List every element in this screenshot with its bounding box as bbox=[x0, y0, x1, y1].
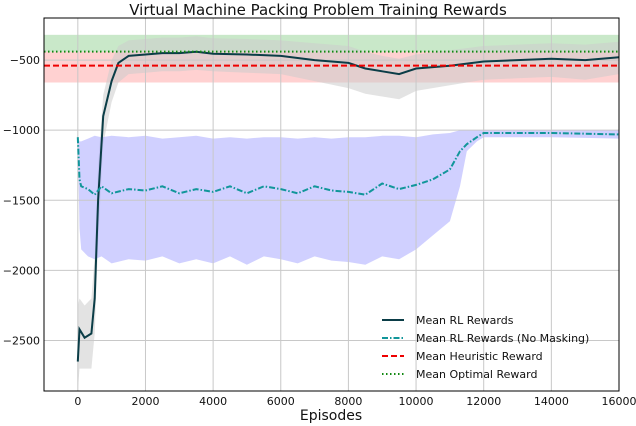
legend-label-3: Mean Optimal Reward bbox=[416, 368, 537, 381]
series-band-0 bbox=[77, 36, 620, 391]
y-tick-label: −2000 bbox=[3, 264, 40, 277]
x-axis-ticks: 0 2000 4000 6000 8000 10000 12000 14000 16000 bbox=[74, 395, 636, 408]
x-tick-label: 4000 bbox=[199, 395, 227, 408]
x-tick-label: 8000 bbox=[334, 395, 362, 408]
x-tick-label: 14000 bbox=[534, 395, 569, 408]
y-tick-label: −500 bbox=[10, 54, 40, 67]
x-axis-label: Episodes bbox=[300, 408, 362, 424]
series-line-1 bbox=[76, 132, 620, 197]
y-tick-label: −2500 bbox=[3, 335, 40, 348]
y-tick-label: −1000 bbox=[3, 124, 40, 137]
chart-title: Virtual Machine Packing Problem Training… bbox=[129, 1, 507, 19]
legend-label-2: Mean Heuristic Reward bbox=[416, 350, 543, 363]
series-lines bbox=[44, 50, 620, 362]
plot-area bbox=[44, 18, 620, 391]
legend: Mean RL Rewards Mean RL Rewards (No Maski… bbox=[382, 314, 589, 381]
x-tick-label: 0 bbox=[74, 395, 81, 408]
series-line-0 bbox=[76, 50, 620, 362]
x-tick-label: 12000 bbox=[466, 395, 501, 408]
x-tick-label: 6000 bbox=[267, 395, 295, 408]
y-tick-label: −1500 bbox=[3, 194, 40, 207]
plot-frame bbox=[43, 17, 620, 392]
x-tick-label: 10000 bbox=[399, 395, 434, 408]
x-tick-label: 16000 bbox=[602, 395, 636, 408]
grid-lines bbox=[44, 18, 620, 391]
legend-label-0: Mean RL Rewards bbox=[416, 314, 514, 327]
legend-label-1: Mean RL Rewards (No Masking) bbox=[416, 332, 589, 345]
x-tick-label: 2000 bbox=[131, 395, 159, 408]
y-axis-ticks: −500 −1000 −1500 −2000 −2500 bbox=[3, 54, 40, 347]
